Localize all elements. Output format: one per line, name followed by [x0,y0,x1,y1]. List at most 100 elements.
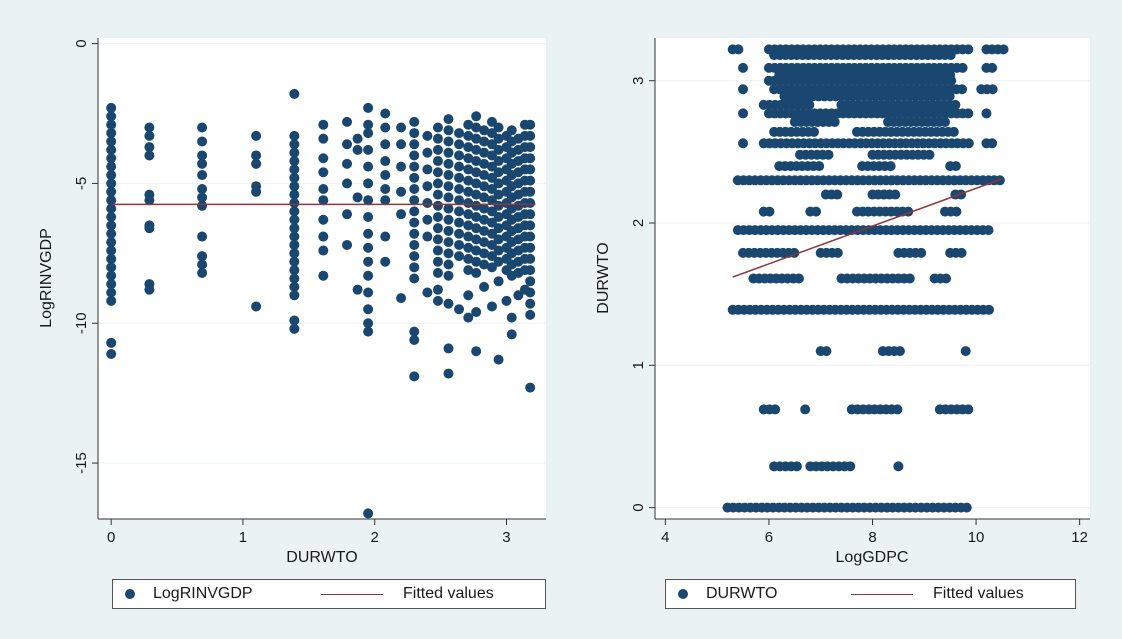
data-point [501,295,512,306]
data-point [894,346,905,357]
data-point [493,167,504,178]
data-point [471,189,482,200]
data-point [471,256,482,267]
data-point [525,153,536,164]
y-tick-label: -10 [73,312,90,334]
right-legend-label-scatter: DURWTO [706,585,778,602]
data-point [525,186,536,197]
right-fitted-line [732,178,1003,278]
data-point [432,284,443,295]
data-point [829,116,840,127]
data-point [422,181,433,192]
y-tick-label: 0 [630,503,647,511]
data-point [409,139,420,150]
data-point [144,142,155,153]
data-point [197,192,208,203]
data-point [251,186,262,197]
data-point [525,242,536,253]
data-point [363,318,374,329]
left-y-axis-label: LogRINVGDP [38,228,55,328]
data-point [893,461,904,472]
data-point [197,200,208,211]
data-point [409,239,420,250]
data-point [363,270,374,281]
data-point [443,270,454,281]
data-point [318,153,329,164]
data-point [106,295,117,306]
data-point [832,247,843,258]
data-point [106,220,117,231]
data-point [486,150,497,161]
data-point [106,170,117,181]
data-point [479,225,490,236]
data-point [479,237,490,248]
data-point [454,217,465,228]
data-point [289,265,300,276]
data-point [493,354,504,365]
data-point [454,161,465,172]
data-point [422,287,433,298]
data-point [318,231,329,242]
data-point [289,290,300,301]
data-point [106,178,117,189]
data-point [432,144,443,155]
data-point [289,315,300,326]
data-point [106,228,117,239]
data-point [443,203,454,214]
left-x-axis-label: DURWTO [286,549,357,566]
data-point [471,307,482,318]
x-tick-label: 2 [371,529,379,546]
data-point [432,133,443,144]
data-point [443,298,454,309]
data-point [106,186,117,197]
y-tick-label: -15 [73,452,90,474]
data-point [764,206,775,217]
data-point [733,44,744,55]
data-point [493,144,504,155]
data-point [289,223,300,234]
data-point [144,122,155,133]
data-point [106,270,117,281]
data-point [944,91,955,102]
data-point [289,164,300,175]
data-point [493,223,504,234]
data-point [363,161,374,172]
data-point [144,150,155,161]
data-point [454,184,465,195]
data-point [443,225,454,236]
data-point [471,144,482,155]
data-point [793,273,804,284]
data-point [409,273,420,284]
data-point [525,220,536,231]
data-point [106,153,117,164]
data-point [471,178,482,189]
data-point [814,161,825,172]
data-point [106,203,117,214]
data-point [289,156,300,167]
data-point [443,170,454,181]
data-point [987,138,998,149]
data-point [525,253,536,264]
data-point [432,211,443,222]
data-point [289,172,300,183]
x-tick-label: 1 [239,529,247,546]
data-point [432,234,443,245]
data-point [987,62,998,73]
data-point [396,209,407,220]
data-point [454,150,465,161]
data-point [493,256,504,267]
data-point [486,184,497,195]
data-point [363,144,374,155]
data-point [318,214,329,225]
data-point [957,84,968,95]
data-point [471,156,482,167]
data-point [409,217,420,228]
right-legend-line-icon [851,593,913,595]
data-point [493,156,504,167]
left-chart-panel: 0 -5 -10 -15 0 1 2 3 DURWTO LogRINVGDP [38,38,546,566]
data-point [318,133,329,144]
data-point [289,256,300,267]
data-point [486,262,497,273]
